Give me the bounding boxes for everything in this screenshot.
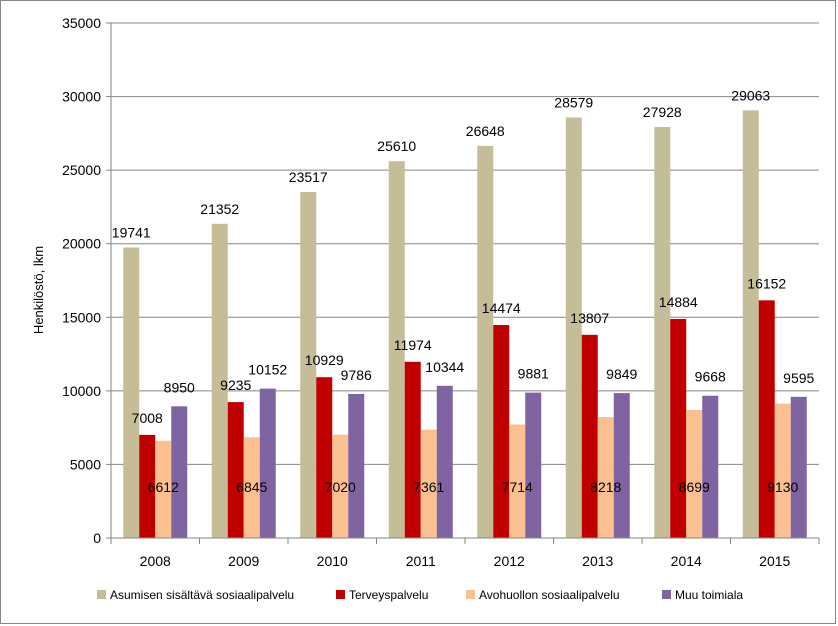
legend-label: Muu toimiala: [675, 588, 743, 602]
bars: [123, 110, 807, 539]
bar: [742, 110, 759, 539]
data-label: 9786: [341, 367, 372, 383]
legend-swatch: [466, 590, 475, 599]
legend-label: Asumisen sisältävä sosiaalipalvelu: [110, 588, 294, 602]
bar: [404, 361, 421, 538]
data-label: 27928: [643, 104, 682, 120]
x-tick-labels: 2008 2009 2010 2011 2012 2013 2014 2015: [140, 553, 791, 569]
x-tick-label: 2011: [406, 553, 436, 569]
y-tick-label: 10000: [62, 383, 101, 399]
data-label: 14474: [482, 300, 521, 316]
bar: [670, 318, 687, 538]
legend: Asumisen sisältävä sosiaalipalvelu Tervey…: [97, 588, 743, 602]
data-label: 9849: [606, 366, 637, 382]
data-label: 9235: [220, 377, 251, 393]
data-label: 6845: [236, 479, 267, 495]
bar: [597, 417, 614, 538]
bar: [493, 325, 510, 538]
data-label: 8950: [164, 379, 195, 395]
data-label: 26648: [466, 123, 505, 139]
x-tick-label: 2015: [759, 553, 790, 569]
y-tick-label: 0: [93, 530, 101, 546]
axes: [106, 22, 820, 544]
y-tick-label: 15000: [62, 309, 101, 325]
bar: [774, 403, 791, 538]
x-tick-label: 2010: [317, 553, 348, 569]
y-axis-label: Henkilöstö, lkm: [31, 246, 46, 334]
bar: [123, 247, 140, 539]
bar: [758, 300, 775, 538]
data-label: 23517: [289, 169, 328, 185]
data-label: 29063: [731, 87, 770, 103]
y-tick-label: 20000: [62, 236, 101, 252]
bar: [613, 393, 630, 538]
data-label: 19741: [112, 225, 151, 241]
data-label: 8699: [679, 479, 710, 495]
data-label: 10929: [305, 352, 344, 368]
bar: [300, 191, 317, 538]
data-label: 21352: [200, 201, 239, 217]
legend-label: Terveyspalvelu: [349, 588, 428, 602]
data-label: 13807: [570, 310, 609, 326]
data-label: 10344: [425, 359, 464, 375]
data-label: 11974: [394, 337, 432, 353]
data-label: 7020: [325, 479, 356, 495]
data-label: 9130: [767, 479, 798, 495]
bar: [227, 402, 244, 538]
bar: [509, 424, 526, 538]
bar: [155, 440, 172, 538]
x-tick-label: 2009: [228, 553, 259, 569]
data-label: 25610: [377, 138, 416, 154]
bar: [243, 437, 260, 538]
x-tick-label: 2008: [140, 553, 171, 569]
bar: [388, 161, 405, 538]
bar: [348, 394, 365, 538]
legend-swatch: [662, 590, 671, 599]
data-label: 28579: [554, 94, 593, 110]
bar: [581, 334, 598, 538]
bar: [686, 410, 703, 538]
legend-swatch: [336, 590, 345, 599]
bar: [525, 392, 542, 538]
bar: [436, 385, 453, 538]
y-tick-labels: 0 5000 10000 15000 20000 25000 30000 35000: [62, 15, 101, 546]
legend-swatch: [97, 590, 106, 599]
bar: [259, 388, 276, 538]
data-label: 7008: [132, 410, 163, 426]
bar: [790, 396, 807, 538]
y-tick-label: 35000: [62, 15, 101, 31]
bar: [477, 145, 494, 538]
data-label: 6612: [148, 479, 179, 495]
data-label: 10152: [248, 362, 287, 378]
x-tick-label: 2014: [671, 553, 702, 569]
data-label: 16152: [747, 275, 786, 291]
bar: [139, 434, 156, 538]
bar: [565, 117, 582, 538]
legend-label: Avohuollon sosiaalipalvelu: [479, 588, 620, 602]
data-label: 9668: [695, 369, 726, 385]
data-label: 14884: [659, 294, 698, 310]
bar: [420, 429, 437, 538]
data-label: 8218: [590, 479, 621, 495]
data-label: 7361: [413, 479, 444, 495]
bar: [332, 434, 349, 538]
data-label: 7714: [502, 479, 533, 495]
bar: [654, 127, 671, 539]
data-label: 9595: [783, 370, 814, 386]
x-tick-label: 2012: [494, 553, 525, 569]
bar: [171, 406, 188, 538]
bar: [702, 395, 719, 538]
x-tick-label: 2013: [582, 553, 613, 569]
bar: [211, 223, 228, 539]
y-tick-label: 5000: [70, 456, 101, 472]
data-labels: 19741 7008 6612 8950 21352 9235 6845 10152 23517…: [112, 87, 815, 495]
bar: [316, 377, 333, 538]
y-tick-label: 25000: [62, 162, 101, 178]
data-label: 9881: [518, 366, 549, 382]
y-tick-label: 30000: [62, 89, 101, 105]
